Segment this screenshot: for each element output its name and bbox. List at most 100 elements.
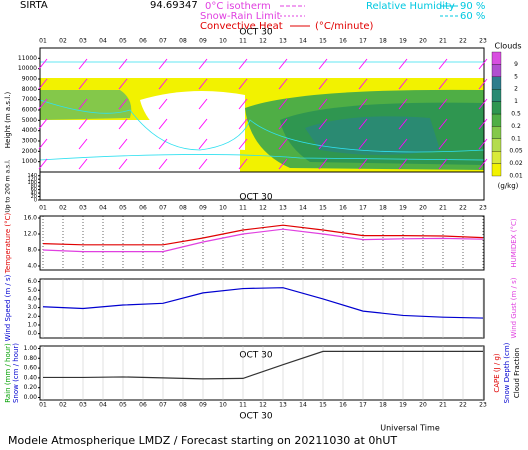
convective-legend: Convective Heat bbox=[200, 21, 283, 32]
wind-arrow bbox=[78, 138, 88, 150]
wind-arrow bbox=[478, 118, 488, 130]
wind-arrow bbox=[278, 138, 288, 150]
x-tick-label: 19 bbox=[399, 38, 407, 45]
rh-legend: Relative Humidity bbox=[366, 1, 455, 12]
wind-arrow bbox=[318, 58, 328, 70]
y-tick-label: 1000 bbox=[22, 158, 37, 165]
rh-60: 60 % bbox=[460, 11, 485, 22]
wind-arrow bbox=[358, 158, 368, 170]
x-tick-label: 07 bbox=[159, 205, 167, 212]
y-tick-label: 5000 bbox=[22, 117, 37, 124]
x-tick-label: 18 bbox=[379, 402, 387, 409]
y-tick-label: 0.60 bbox=[24, 365, 38, 372]
x-tick-label: 21 bbox=[439, 402, 447, 409]
x-tick-label: 15 bbox=[319, 205, 327, 212]
y-label-right: CAPE (J / g) bbox=[493, 353, 501, 393]
y-tick-label: 0.0 bbox=[27, 330, 37, 337]
colorbar-title: Clouds bbox=[494, 42, 521, 51]
y-tick-label: 80 bbox=[31, 184, 37, 190]
x-tick-label: 03 bbox=[79, 205, 87, 212]
x-tick-label: 08 bbox=[179, 205, 187, 212]
x-tick-label: 16 bbox=[339, 402, 347, 409]
wind-arrow bbox=[478, 58, 488, 70]
x-tick-label: 22 bbox=[459, 38, 467, 45]
colorbar-label: 0.2 bbox=[511, 123, 521, 130]
wind-arrow bbox=[158, 98, 168, 110]
y-label: Up to 200 m a.s.l. bbox=[5, 159, 12, 212]
x-tick-label: 20 bbox=[419, 38, 427, 45]
x-tick-label: 23 bbox=[479, 402, 487, 409]
wind-arrow bbox=[438, 138, 448, 150]
x-tick-label: 19 bbox=[399, 402, 407, 409]
wind-arrow bbox=[38, 158, 48, 170]
y-tick-label: 0.00 bbox=[24, 394, 38, 401]
colorbar-swatch bbox=[491, 64, 502, 77]
wind-arrow bbox=[118, 78, 128, 90]
x-tick-label: 04 bbox=[99, 402, 107, 409]
wind-arrow bbox=[38, 118, 48, 130]
wind-arrow bbox=[278, 78, 288, 90]
x-tick-label: 16 bbox=[339, 205, 347, 212]
x-tick-label: 15 bbox=[319, 402, 327, 409]
x-tick-label: 02 bbox=[59, 402, 67, 409]
rh-90: 90 % bbox=[460, 1, 485, 12]
wind-arrow bbox=[158, 158, 168, 170]
wind-arrow bbox=[238, 58, 248, 70]
plot-frame bbox=[39, 345, 485, 401]
x-tick-label: 17 bbox=[359, 38, 367, 45]
colorbar-label: 0.5 bbox=[511, 111, 521, 118]
series-line bbox=[43, 350, 483, 380]
y-tick-label: 0.40 bbox=[24, 374, 38, 381]
wind-arrow bbox=[318, 118, 328, 130]
wind-arrow bbox=[198, 58, 208, 70]
y-tick-label: 4.0 bbox=[27, 263, 37, 270]
x-tick-label: 11 bbox=[239, 38, 247, 45]
colorbar-swatch bbox=[491, 89, 502, 102]
y-tick-label: 0 bbox=[34, 198, 37, 204]
wind-arrow bbox=[438, 158, 448, 170]
wind-arrow bbox=[198, 138, 208, 150]
y-label: Temperature (°C) bbox=[4, 213, 12, 275]
x-tick-label: 05 bbox=[119, 205, 127, 212]
rh-contour bbox=[39, 99, 485, 153]
wind-arrow bbox=[278, 58, 288, 70]
wind-arrow bbox=[398, 118, 408, 130]
coords: 94.69347 bbox=[150, 0, 198, 11]
wind-arrow bbox=[238, 78, 248, 90]
x-tick-label: 14 bbox=[299, 402, 307, 409]
x-tick-label: 20 bbox=[419, 402, 427, 409]
x-tick-label: 03 bbox=[79, 402, 87, 409]
x-tick-label: 04 bbox=[99, 38, 107, 45]
y-tick-label: 2000 bbox=[22, 148, 37, 155]
convective-unit: (°C/minute) bbox=[315, 21, 374, 32]
x-tick-label: 20 bbox=[419, 205, 427, 212]
wind-arrow bbox=[198, 98, 208, 110]
x-tick-label: 13 bbox=[279, 205, 287, 212]
x-tick-label: 12 bbox=[259, 205, 267, 212]
wind-arrow bbox=[358, 98, 368, 110]
y-tick-label: 1.0 bbox=[27, 321, 37, 328]
y-label: Rain (mm / hour) bbox=[4, 343, 12, 403]
x-tick-label: 13 bbox=[279, 38, 287, 45]
y-label-right: HUMIDEX (°C) bbox=[510, 218, 518, 267]
x-tick-label: 07 bbox=[159, 38, 167, 45]
plot-frame bbox=[39, 47, 485, 201]
wind-arrow bbox=[398, 158, 408, 170]
wind-arrow bbox=[318, 98, 328, 110]
date-label: OCT 30 bbox=[239, 28, 272, 38]
y-tick-label: 0.80 bbox=[24, 355, 38, 362]
header: SIRTA 94.69347 0°C isotherm Snow-Rain Li… bbox=[20, 0, 485, 32]
y-tick-label: 7000 bbox=[22, 96, 37, 103]
colorbar-swatch bbox=[491, 51, 502, 65]
colorbar-label: 0.05 bbox=[509, 148, 523, 155]
wind-arrow bbox=[398, 78, 408, 90]
wind-arrow bbox=[438, 78, 448, 90]
x-axis-title: Universal Time bbox=[380, 424, 440, 433]
y-tick-label: 0.20 bbox=[24, 384, 38, 391]
y-tick-label: 20 bbox=[31, 194, 37, 200]
wind-arrow bbox=[398, 98, 408, 110]
x-tick-label: 10 bbox=[219, 205, 227, 212]
y-tick-label: 1.00 bbox=[24, 345, 38, 352]
wind-arrow bbox=[358, 78, 368, 90]
wind-arrow bbox=[38, 58, 48, 70]
